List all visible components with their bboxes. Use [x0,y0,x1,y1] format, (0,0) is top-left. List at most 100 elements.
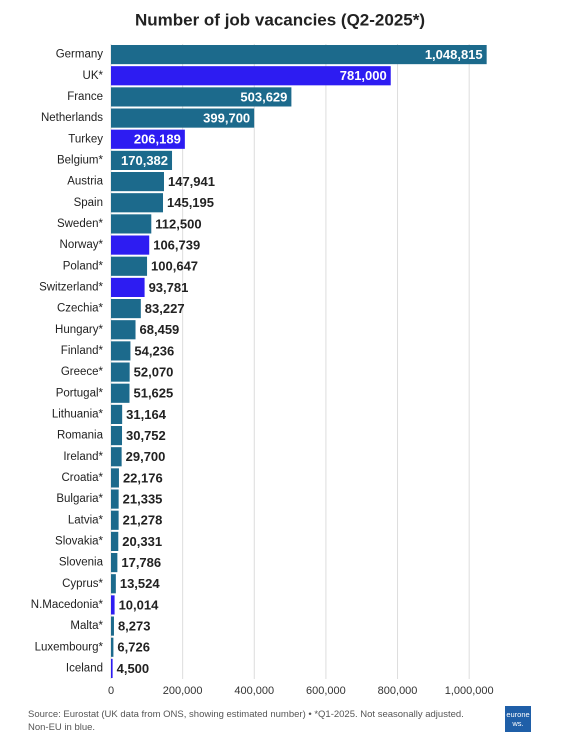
value-label: 8,273 [118,619,151,634]
y-tick-label: Portugal* [56,387,104,399]
value-label: 6,726 [117,640,150,655]
y-tick-label: Switzerland* [39,281,103,293]
y-tick-label: Turkey [68,133,103,145]
bar [111,404,123,424]
value-label: 145,195 [167,195,214,210]
bar [111,637,114,657]
value-label: 147,941 [168,174,215,189]
chart: Number of job vacancies (Q2-2025*) 0 200,… [31,10,494,697]
bar [111,510,119,530]
value-label: 106,739 [153,238,200,253]
value-label: 781,000 [340,68,387,83]
bar [111,320,136,340]
y-tick-label: Sweden* [57,218,104,230]
y-tick-label: Germany [56,49,104,61]
bar [111,87,292,107]
y-tick-label: Latvia* [68,514,104,526]
y-tick-label: Czechia* [57,303,104,315]
y-tick-label: Norway* [60,239,104,251]
y-tick-label: Poland* [63,260,104,272]
bar [111,468,119,488]
value-label: 54,236 [134,343,174,358]
y-tick-label: Malta* [70,620,103,632]
value-label: 93,781 [149,280,189,295]
bar [111,214,152,234]
value-label: 170,382 [121,153,168,168]
bar [111,426,123,446]
y-tick-label: Netherlands [41,112,103,124]
value-label: 52,070 [134,365,174,380]
y-tick-label: Spain [74,197,103,209]
bar [111,489,119,509]
bar [111,129,185,149]
bar [111,150,173,170]
x-tick-label: 1,000,000 [445,685,494,697]
value-label: 206,189 [134,132,181,147]
y-tick-label: Iceland [66,662,103,674]
bar [111,193,164,213]
source-note: Source: Eurostat (UK data from ONS, show… [28,709,464,733]
y-tick-label: Hungary* [55,324,103,336]
value-label: 17,786 [121,555,161,570]
y-tick-label: Romania [57,430,104,442]
bar [111,66,391,86]
chart-title: Number of job vacancies (Q2-2025*) [135,10,425,29]
y-tick-label: N.Macedonia* [31,599,104,611]
y-tick-label: Greece* [61,366,104,378]
y-tick-label: Austria [67,176,103,188]
value-label: 503,629 [240,89,287,104]
x-tick-label: 800,000 [378,685,418,697]
value-label: 22,176 [123,470,163,485]
bar [111,574,116,594]
value-label: 100,647 [151,259,198,274]
bar [111,447,122,467]
bar [111,616,114,636]
value-label: 4,500 [117,661,150,676]
y-tick-label: UK* [83,70,104,82]
value-label: 30,752 [126,428,166,443]
x-tick-label: 400,000 [234,685,274,697]
value-label: 20,331 [122,534,162,549]
value-label: 13,524 [120,576,161,591]
bar [111,658,113,678]
bar [111,383,130,403]
y-tick-label: Belgium* [57,154,104,166]
y-tick-label: Lithuania* [52,408,104,420]
bar [111,256,148,276]
value-label: 83,227 [145,301,185,316]
bar [111,531,119,551]
bar [111,108,255,128]
bar [111,595,115,615]
value-label: 399,700 [203,111,250,126]
value-label: 10,014 [119,597,160,612]
y-tick-label: Slovakia* [55,535,103,547]
x-tick-label: 0 [108,685,114,697]
bar [111,362,130,382]
value-label: 68,459 [140,322,180,337]
y-tick-label: Luxembourg* [35,641,104,653]
y-tick-label: France [67,91,103,103]
x-tick-label: 200,000 [163,685,203,697]
bar [111,277,145,297]
bar [111,299,141,319]
bar [111,45,487,65]
x-tick-label: 600,000 [306,685,346,697]
value-label: 31,164 [126,407,167,422]
value-label: 21,335 [123,492,163,507]
value-label: 29,700 [126,449,166,464]
y-tick-label: Ireland* [63,451,103,463]
y-tick-label: Bulgaria* [56,493,103,505]
bar [111,172,164,192]
y-tick-label: Slovenia [59,557,104,569]
logo: euronews. [505,706,531,732]
value-label: 112,500 [155,216,201,231]
bar [111,341,131,361]
value-label: 51,625 [133,386,173,401]
y-tick-label: Cyprus* [62,578,103,590]
bar [111,553,118,573]
y-tick-label: Croatia* [61,472,103,484]
value-label: 21,278 [123,513,163,528]
y-tick-label: Finland* [61,345,104,357]
bar [111,235,150,255]
